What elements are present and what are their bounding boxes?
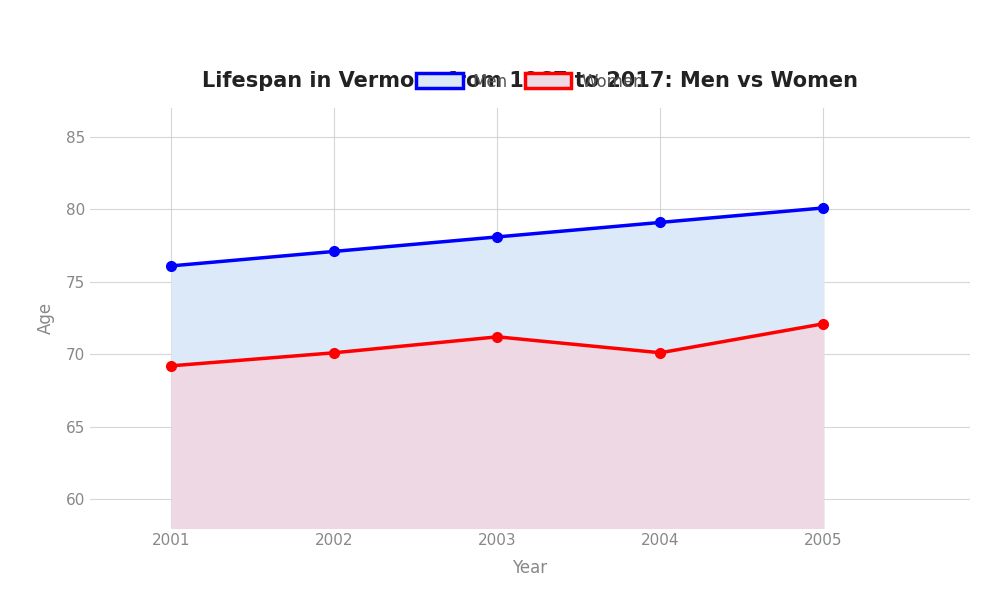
Y-axis label: Age: Age xyxy=(37,302,55,334)
Legend: Men, Women: Men, Women xyxy=(409,66,651,97)
Title: Lifespan in Vermont from 1967 to 2017: Men vs Women: Lifespan in Vermont from 1967 to 2017: M… xyxy=(202,71,858,91)
X-axis label: Year: Year xyxy=(512,559,548,577)
